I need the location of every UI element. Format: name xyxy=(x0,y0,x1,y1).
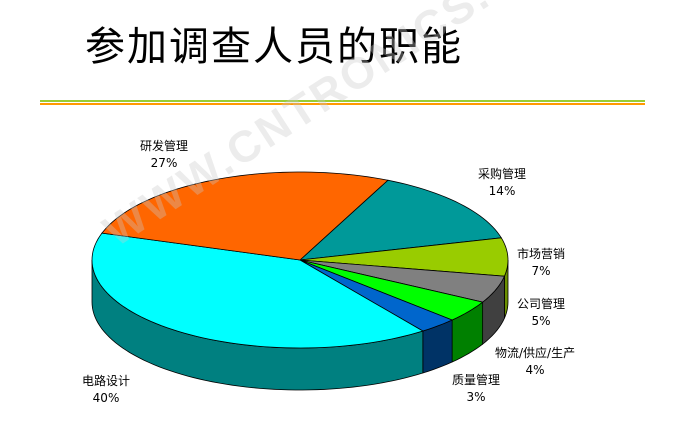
slice-label-name: 公司管理 xyxy=(517,297,566,311)
pie-slice-1 xyxy=(299,237,509,277)
slice-label: 质量管理 3% xyxy=(452,372,500,406)
slice-label-value: 14% xyxy=(488,184,516,198)
slice-label-name: 研发管理 xyxy=(140,139,189,153)
slice-label: 物流/供应/生产 4% xyxy=(495,345,575,379)
slice-label-name: 市场营销 xyxy=(517,247,566,261)
pie-slice-6 xyxy=(101,171,389,261)
slice-label-value: 7% xyxy=(531,264,551,278)
slice-label: 电路设计 40% xyxy=(82,373,130,407)
pie-slice-2 xyxy=(299,259,506,303)
slice-label-value: 5% xyxy=(531,314,551,328)
chart-title: 参加调查人员的职能 xyxy=(85,24,463,70)
pie-slice-0 xyxy=(298,179,502,261)
slice-label: 市场营销 7% xyxy=(517,246,565,280)
slice-label-name: 采购管理 xyxy=(478,167,527,181)
title-divider-green xyxy=(40,100,645,102)
slice-label-value: 40% xyxy=(92,391,120,405)
slice-label: 研发管理 27% xyxy=(140,138,188,172)
slice-label-value: 3% xyxy=(466,390,486,404)
pie-slice-3 xyxy=(299,259,484,321)
slice-label: 公司管理 5% xyxy=(517,296,565,330)
slice-label-name: 物流/供应/生产 xyxy=(495,346,576,360)
pie-slice-4 xyxy=(299,259,454,332)
slice-label-name: 电路设计 xyxy=(82,374,131,388)
title-divider-orange xyxy=(40,103,645,105)
slice-label-value: 4% xyxy=(525,363,545,377)
slice-label: 采购管理 14% xyxy=(478,166,526,200)
slice-label-name: 质量管理 xyxy=(452,373,501,387)
slice-label-value: 27% xyxy=(150,156,178,170)
pie-slice-5 xyxy=(91,232,424,349)
